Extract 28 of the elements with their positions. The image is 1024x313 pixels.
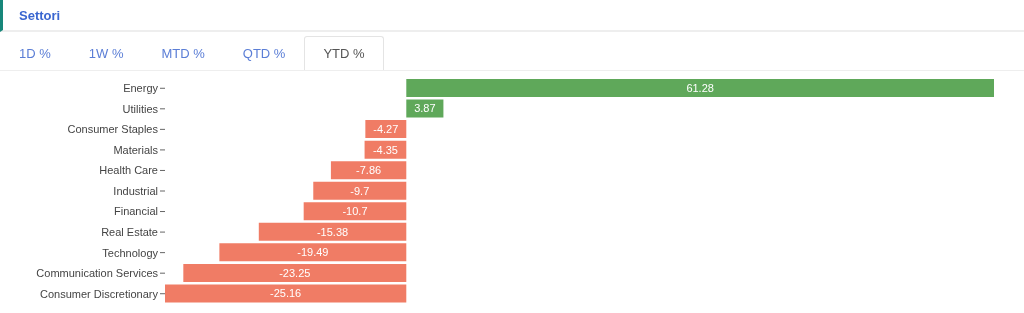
y-tick-label: Health Care [99,164,158,177]
data-label: 61.28 [686,81,714,94]
text: Settori [19,7,61,23]
y-tick-label: Consumer Staples [67,123,159,136]
y-tick-label: Materials [113,143,159,156]
text: 1W % [87,45,125,63]
text: QTD % [241,45,287,63]
y-tick-label: Technology [102,246,159,259]
text: MTD % [160,45,206,63]
data-label: -4.27 [373,123,399,135]
data-label: -23.25 [279,266,311,279]
data-label: -19.49 [297,246,329,259]
y-tick-label: Industrial [113,184,158,197]
data-label: -4.35 [372,143,398,156]
data-label: -9.7 [350,184,370,197]
data-label: -7.86 [356,164,382,177]
text: YTD % [304,36,384,70]
y-tick-label: Communication Services [36,267,159,280]
text: 1D % [18,45,52,63]
y-tick-label: Financial [113,205,158,218]
y-tick-label: Utilities [122,102,159,115]
y-tick-label: Real Estate [101,226,158,238]
y-tick-label: Energy [123,82,159,95]
data-label: -10.7 [342,205,368,218]
data-label: -25.16 [270,287,302,300]
data-label: -15.38 [316,225,349,238]
data-label: 3.87 [414,102,436,115]
y-tick-label: Consumer Discretionary [40,287,159,300]
